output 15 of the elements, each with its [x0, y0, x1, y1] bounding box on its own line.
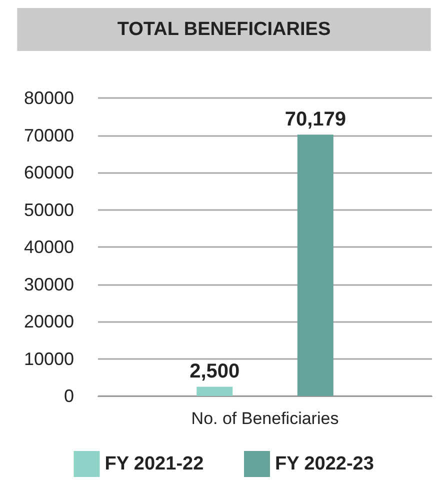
x-tick-label: No. of Beneficiaries	[191, 409, 339, 428]
y-tick-label: 80000	[24, 88, 74, 108]
y-tick-label: 0	[64, 386, 74, 406]
y-tick-label: 40000	[24, 237, 74, 257]
y-tick-label: 30000	[24, 274, 74, 294]
y-tick-label: 70000	[24, 125, 74, 146]
y-tick-label: 60000	[24, 162, 74, 182]
y-tick-label: 10000	[24, 348, 74, 369]
legend-label: FY 2022-23	[275, 454, 374, 474]
data-label: 70,179	[284, 108, 346, 131]
legend-label: FY 2021-22	[104, 454, 204, 474]
chart-title: TOTAL BENEFICIARIES	[117, 19, 331, 40]
y-tick-label: 20000	[24, 312, 74, 332]
data-label: 2,500	[190, 360, 240, 383]
y-tick-label: 50000	[24, 200, 74, 220]
